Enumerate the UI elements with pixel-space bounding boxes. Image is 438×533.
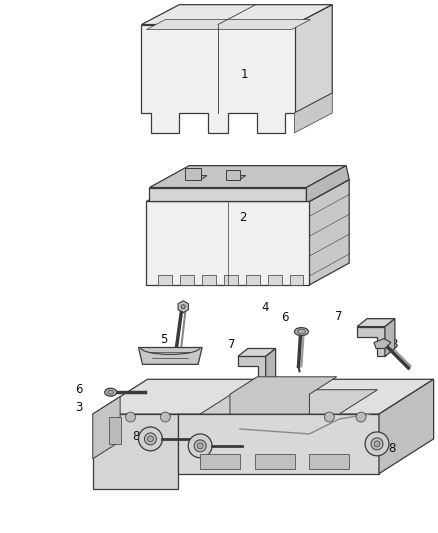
Text: 2: 2 [239, 211, 247, 224]
Polygon shape [141, 5, 332, 25]
Polygon shape [266, 349, 276, 386]
Polygon shape [374, 338, 391, 349]
Polygon shape [149, 166, 346, 188]
Bar [255, 454, 294, 469]
Polygon shape [178, 301, 188, 313]
Polygon shape [93, 414, 178, 489]
Ellipse shape [108, 390, 114, 394]
Polygon shape [185, 175, 207, 180]
Circle shape [356, 412, 366, 422]
Polygon shape [294, 5, 332, 113]
Polygon shape [268, 275, 282, 285]
Polygon shape [307, 166, 349, 201]
Ellipse shape [294, 328, 308, 336]
Polygon shape [146, 180, 349, 201]
Text: 6: 6 [75, 383, 83, 395]
Circle shape [160, 412, 170, 422]
Bar [226, 169, 240, 180]
Polygon shape [180, 275, 194, 285]
Polygon shape [109, 417, 120, 444]
Polygon shape [141, 25, 294, 133]
Polygon shape [178, 414, 379, 474]
Circle shape [188, 434, 212, 458]
Polygon shape [149, 188, 307, 201]
Circle shape [324, 412, 334, 422]
Circle shape [148, 436, 153, 442]
Circle shape [138, 427, 162, 451]
Polygon shape [146, 20, 311, 29]
Circle shape [365, 432, 389, 456]
Polygon shape [290, 275, 304, 285]
Polygon shape [238, 357, 266, 386]
Text: 8: 8 [390, 338, 398, 351]
Text: 8: 8 [388, 442, 396, 455]
Text: 7: 7 [336, 310, 343, 323]
Polygon shape [138, 348, 202, 365]
Polygon shape [200, 390, 378, 414]
Polygon shape [379, 379, 434, 474]
Polygon shape [224, 275, 238, 285]
Circle shape [197, 443, 203, 449]
Text: 5: 5 [160, 333, 167, 346]
Polygon shape [385, 319, 395, 357]
Polygon shape [357, 327, 385, 357]
Circle shape [145, 433, 156, 445]
Text: 3: 3 [75, 401, 83, 414]
Circle shape [374, 441, 380, 447]
Polygon shape [357, 319, 395, 327]
Polygon shape [159, 275, 172, 285]
Polygon shape [202, 275, 216, 285]
Polygon shape [230, 377, 337, 414]
Circle shape [181, 305, 185, 309]
Bar [200, 454, 240, 469]
Bar [185, 168, 201, 180]
Polygon shape [238, 349, 276, 357]
Text: 1: 1 [241, 68, 249, 80]
Polygon shape [246, 275, 260, 285]
Bar [309, 454, 349, 469]
Text: 6: 6 [281, 311, 288, 324]
Text: 7: 7 [228, 338, 236, 351]
Polygon shape [93, 397, 120, 459]
Polygon shape [226, 175, 246, 180]
Ellipse shape [105, 388, 117, 396]
Polygon shape [93, 379, 434, 414]
Circle shape [371, 438, 383, 450]
Ellipse shape [297, 329, 305, 334]
Circle shape [194, 440, 206, 452]
Circle shape [126, 412, 135, 422]
Polygon shape [309, 180, 349, 285]
Polygon shape [294, 93, 332, 133]
Polygon shape [146, 201, 309, 285]
Text: 4: 4 [261, 301, 268, 314]
Text: 8: 8 [188, 445, 196, 457]
Text: 8: 8 [132, 431, 139, 443]
